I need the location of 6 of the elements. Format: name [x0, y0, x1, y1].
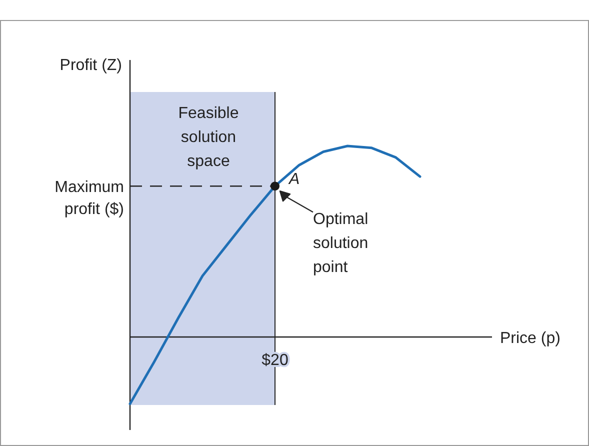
y-axis-title: Profit (Z): [60, 57, 122, 74]
annotation: Optimal solution point: [313, 211, 368, 276]
annotation: Feasible solution space: [178, 105, 239, 170]
annotation: A: [288, 171, 300, 188]
x-axis-title: Price (p): [500, 330, 560, 347]
ref-line-label: Maximum profit ($): [54, 179, 124, 218]
